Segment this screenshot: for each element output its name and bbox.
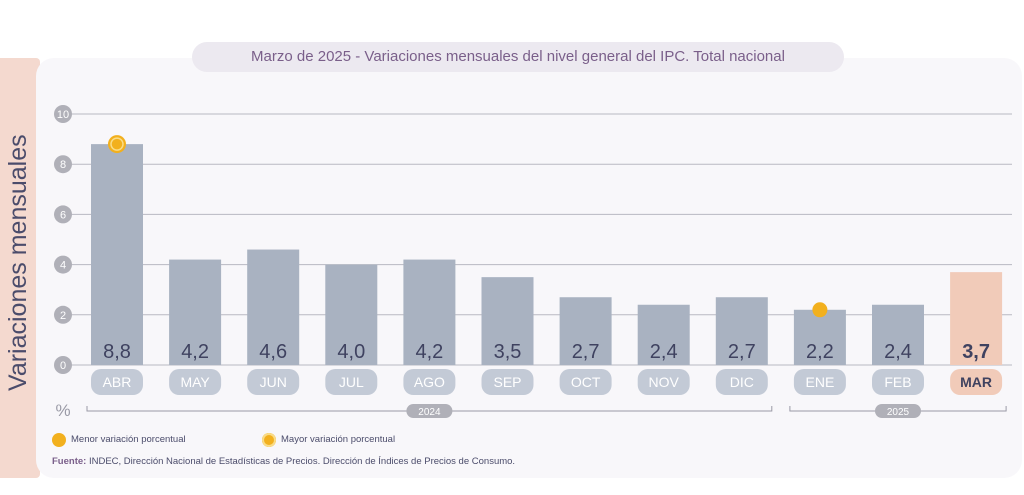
value-label: 4,2 — [181, 341, 209, 363]
max-marker-icon — [262, 433, 276, 447]
legend-item-max: Mayor variación porcentual — [262, 430, 395, 450]
year-pill — [875, 404, 921, 418]
y-tick-label: 2 — [60, 310, 66, 322]
source-prefix: Fuente: — [52, 456, 87, 467]
category-label: JUN — [260, 374, 287, 390]
category-pill — [715, 369, 768, 395]
category-pill — [481, 369, 534, 395]
chart-title: Marzo de 2025 - Variaciones mensuales de… — [192, 42, 844, 72]
value-label: 4,2 — [415, 341, 443, 363]
bar — [559, 297, 612, 365]
unit-label: % — [55, 401, 70, 420]
bar — [325, 264, 378, 365]
category-pill — [91, 369, 143, 395]
category-label: NOV — [649, 374, 680, 390]
min-marker — [812, 302, 828, 318]
bar-highlight — [950, 272, 1003, 365]
category-label: ABR — [103, 374, 132, 390]
category-label: MAY — [180, 374, 210, 390]
source-text: INDEC, Dirección Nacional de Estadística… — [88, 456, 516, 467]
value-label: 2,2 — [806, 341, 834, 363]
y-tick-circle — [54, 205, 72, 224]
legend-min-label: Menor variación porcentual — [71, 434, 186, 445]
value-label: 2,4 — [884, 341, 912, 363]
year-label: 2025 — [887, 407, 910, 418]
y-tick-label: 4 — [60, 260, 66, 272]
category-pill — [637, 369, 690, 395]
category-pill — [950, 369, 1003, 395]
y-tick-circle — [54, 255, 72, 274]
year-pill — [406, 404, 453, 418]
category-label: MAR — [960, 374, 992, 390]
category-pill — [169, 369, 222, 395]
value-label: 2,4 — [650, 341, 678, 363]
value-label: 2,7 — [572, 341, 600, 363]
bar — [637, 304, 690, 365]
category-label: FEB — [884, 374, 911, 390]
y-tick-circle — [54, 305, 72, 324]
bar — [793, 309, 846, 365]
category-pill — [793, 369, 846, 395]
bar — [403, 259, 456, 365]
max-marker-ring — [110, 137, 124, 151]
bar — [247, 249, 300, 365]
source-note: Fuente: INDEC, Dirección Nacional de Est… — [52, 456, 515, 467]
category-pill — [872, 369, 924, 395]
category-label: DIC — [730, 374, 754, 390]
value-label: 4,6 — [259, 341, 287, 363]
legend-item-min: Menor variación porcentual — [52, 430, 186, 450]
bar — [715, 297, 768, 365]
y-tick-circle — [54, 105, 72, 123]
category-pill — [559, 369, 612, 395]
category-label: AGO — [414, 374, 445, 390]
legend-max-label: Mayor variación porcentual — [281, 434, 396, 445]
value-label: 3,5 — [494, 341, 522, 363]
category-pill — [247, 369, 300, 395]
bar — [169, 259, 222, 365]
year-label: 2024 — [418, 407, 441, 418]
y-tick-label: 6 — [60, 209, 66, 221]
value-label: 4,0 — [337, 341, 365, 363]
y-tick-circle — [54, 155, 72, 174]
category-label: ENE — [806, 374, 835, 390]
y-tick-label: 0 — [60, 360, 66, 372]
bar — [872, 304, 924, 365]
value-label: 3,7 — [962, 341, 990, 363]
bar — [91, 144, 143, 365]
side-tab — [0, 58, 40, 478]
bar — [481, 277, 534, 365]
category-pill — [325, 369, 378, 395]
category-label: JUL — [339, 374, 364, 390]
value-label: 8,8 — [103, 341, 131, 363]
y-tick-circle — [54, 356, 72, 374]
category-label: SEP — [493, 374, 521, 390]
y-tick-label: 8 — [60, 159, 66, 171]
y-tick-label: 10 — [57, 109, 69, 121]
category-label: OCT — [571, 374, 601, 390]
category-pill — [403, 369, 456, 395]
min-marker-icon — [52, 433, 66, 447]
value-label: 2,7 — [728, 341, 756, 363]
